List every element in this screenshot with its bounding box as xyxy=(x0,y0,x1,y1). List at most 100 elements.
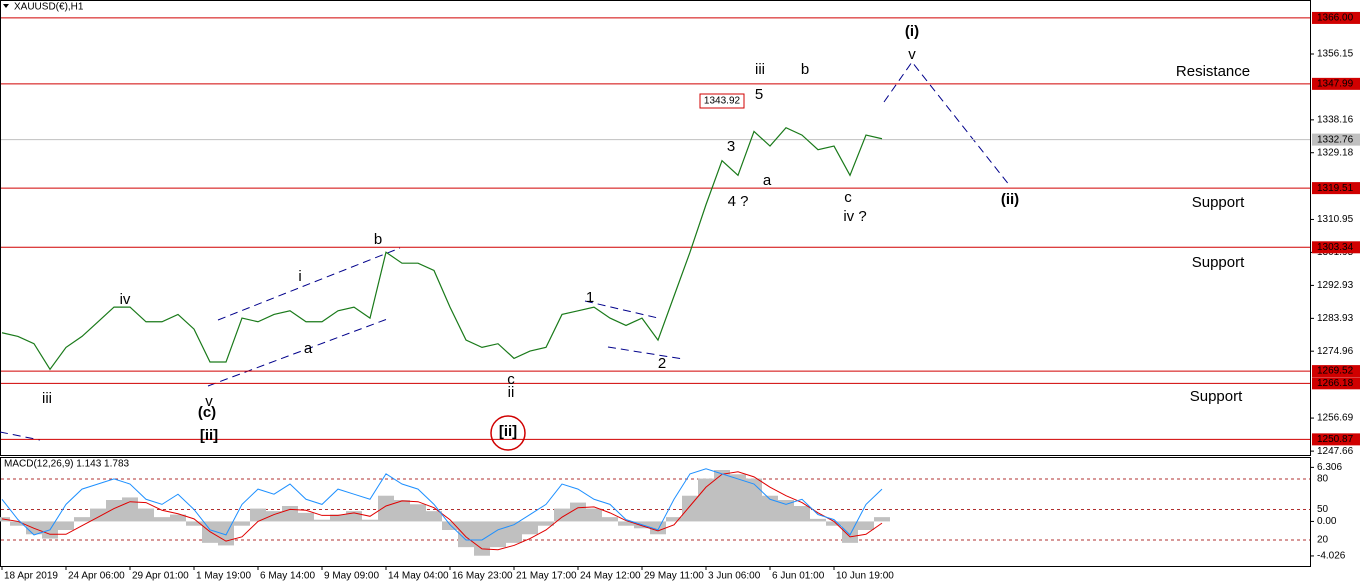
macd-bar xyxy=(250,508,266,522)
macd-bar xyxy=(778,500,794,522)
macd-bar xyxy=(714,470,730,522)
macd-bar xyxy=(170,514,186,522)
x-tick-label: 9 May 09:00 xyxy=(324,571,379,582)
current-price-box xyxy=(1312,133,1360,146)
y-tick-label: 6.306 xyxy=(1317,462,1342,473)
y2-tick-label: 80 xyxy=(1317,474,1329,485)
macd-bar xyxy=(650,521,666,535)
level-label: 1266.18 xyxy=(1317,378,1354,389)
wave-label: [ii] xyxy=(200,427,218,444)
macd-bar xyxy=(554,508,570,522)
y2-tick-label: 20 xyxy=(1317,535,1329,546)
wave-label: iii xyxy=(42,390,52,407)
macd-line xyxy=(1,471,883,551)
macd-bar xyxy=(666,517,682,522)
wave-lines xyxy=(0,61,1011,441)
highlight-circle xyxy=(490,415,526,451)
macd-bar xyxy=(154,517,170,522)
y-tick-label: 1247.66 xyxy=(1317,446,1354,457)
macd-bar xyxy=(138,508,154,522)
wave-label: c xyxy=(507,371,515,388)
level-label: 1303.34 xyxy=(1317,242,1354,253)
macd-panel xyxy=(0,457,1311,567)
x-tick-label: 10 Jun 19:00 xyxy=(836,571,894,582)
macd-bar xyxy=(266,511,282,522)
x-tick-label: 18 Apr 2019 xyxy=(4,571,58,582)
macd-bar xyxy=(74,517,90,522)
wave-label: a xyxy=(763,172,772,189)
wave-label: ii xyxy=(508,384,515,401)
current-price-label: 1332.76 xyxy=(1317,134,1354,145)
level-box xyxy=(1312,182,1360,195)
y-tick-label: 1256.69 xyxy=(1317,413,1354,424)
level-box xyxy=(1312,365,1360,378)
macd-bar xyxy=(570,502,586,522)
x-tick-label: 21 May 17:00 xyxy=(516,571,577,582)
wave-label: Resistance xyxy=(1176,63,1250,80)
macd-bar xyxy=(10,521,26,526)
wave-label: a xyxy=(304,340,313,357)
y-tick-label: 1329.18 xyxy=(1317,147,1354,158)
y-tick-label: 1292.93 xyxy=(1317,280,1354,291)
macd-bar xyxy=(538,521,554,526)
macd-bar xyxy=(522,521,538,535)
macd-bar xyxy=(730,474,746,522)
level-label: 1366.00 xyxy=(1317,13,1354,24)
wave-label: (i) xyxy=(905,23,919,40)
macd-bar xyxy=(794,506,810,522)
wave-label: b xyxy=(374,231,382,248)
macd-bar xyxy=(362,519,378,522)
wave-label: v xyxy=(205,393,213,410)
macd-bar xyxy=(810,518,826,522)
wave-label: [ii] xyxy=(499,423,517,440)
level-box xyxy=(1312,11,1360,24)
y-tick-label: -4.026 xyxy=(1317,551,1346,562)
x-tick-label: 29 May 11:00 xyxy=(644,571,704,582)
x-tick-label: 6 May 14:00 xyxy=(260,571,315,582)
y-tick-label: 1274.96 xyxy=(1317,346,1354,357)
macd-title: MACD(12,26,9) 1.143 1.783 xyxy=(4,459,130,470)
macd-bar xyxy=(90,508,106,522)
macd-bar xyxy=(858,521,874,530)
macd-bar xyxy=(618,521,634,526)
wave-label: c xyxy=(844,189,852,206)
level-box xyxy=(1312,377,1360,390)
y2-tick-label: 50 xyxy=(1317,504,1329,515)
macd-bar xyxy=(234,521,250,526)
level-label: 1319.51 xyxy=(1317,183,1354,194)
wave-label: 3 xyxy=(727,138,735,155)
wave-label: iii xyxy=(755,61,765,78)
macd-bar xyxy=(586,508,602,522)
triangle-lower xyxy=(607,346,684,360)
wave-label: 5 xyxy=(755,86,763,103)
macd-bar xyxy=(826,521,842,526)
level-label: 1269.52 xyxy=(1317,366,1354,377)
macd-bar xyxy=(394,500,410,522)
wave-label: 1 xyxy=(586,289,594,306)
wave-label: 2 xyxy=(658,355,666,372)
macd-bar xyxy=(490,521,506,548)
y-tick-label: 1283.93 xyxy=(1317,313,1354,324)
level-box xyxy=(1312,241,1360,254)
macd-bar xyxy=(474,521,490,556)
triangle-upper xyxy=(584,300,659,319)
macd-bar xyxy=(298,512,314,522)
wave-label: (c) xyxy=(198,404,216,421)
macd-bar xyxy=(58,521,74,530)
wave-label: Support xyxy=(1192,194,1245,211)
level-box xyxy=(1312,433,1360,446)
y-tick-label: 1310.95 xyxy=(1317,214,1354,225)
macd-bar xyxy=(330,514,346,522)
macd-bar xyxy=(746,478,762,522)
macd-bar xyxy=(874,517,890,522)
wave-label: iv xyxy=(120,291,131,308)
wave-label: i xyxy=(298,268,301,285)
channel-upper xyxy=(217,247,401,321)
wave-label: (ii) xyxy=(1001,191,1019,208)
y-tick-label: 1338.16 xyxy=(1317,114,1354,125)
x-tick-label: 16 May 23:00 xyxy=(452,571,513,582)
macd-line xyxy=(1,468,883,541)
macd-bar xyxy=(442,521,458,530)
macd-bar xyxy=(314,519,330,522)
